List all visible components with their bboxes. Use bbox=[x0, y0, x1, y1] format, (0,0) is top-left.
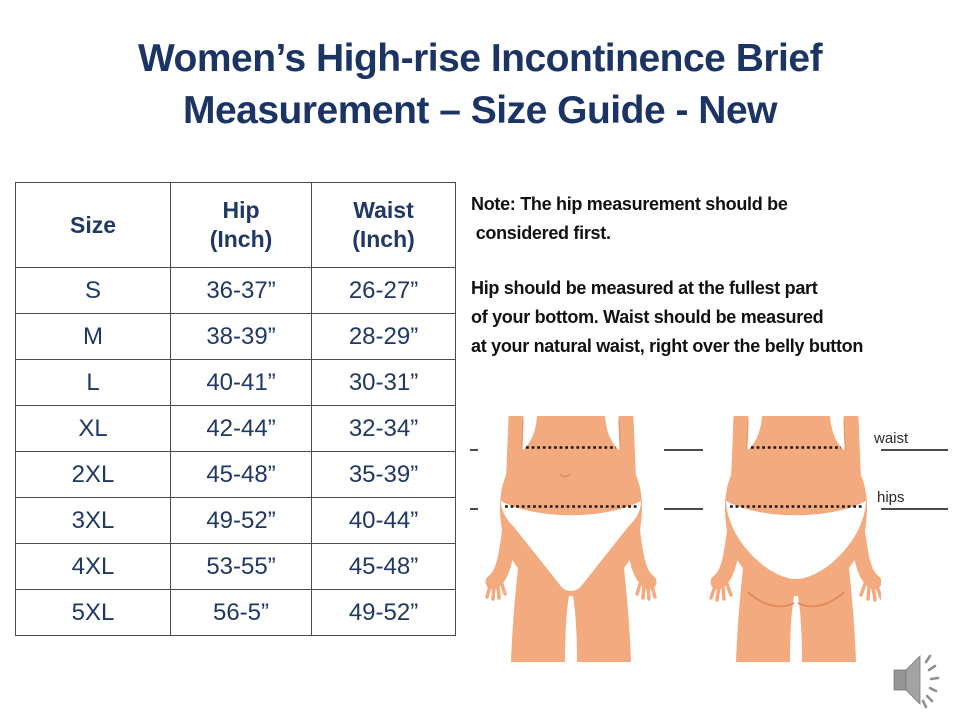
note-paragraph-1: Note: The hip measurement should be cons… bbox=[471, 194, 788, 243]
sound-waves bbox=[921, 654, 940, 709]
table-cell-waist: 40-44” bbox=[312, 498, 456, 544]
right-hand-fingers bbox=[859, 582, 881, 602]
column-header-waist: Waist (Inch) bbox=[312, 183, 456, 268]
table-cell-waist: 26-27” bbox=[312, 268, 456, 314]
brief-back bbox=[726, 501, 866, 579]
table-cell-size: 5XL bbox=[16, 590, 171, 636]
hips-label: hips bbox=[877, 489, 905, 506]
title-line-2: Measurement – Size Guide - New bbox=[182, 89, 778, 132]
belly-button bbox=[559, 473, 571, 478]
back-body-illustration bbox=[703, 416, 881, 662]
table-cell-waist: 32-34” bbox=[312, 406, 456, 452]
table-cell-hip: 36-37” bbox=[171, 268, 312, 314]
table-cell-hip: 45-48” bbox=[171, 452, 312, 498]
size-guide-table: Size Hip (Inch) Waist (Inch) S 36-37” 26… bbox=[15, 182, 456, 636]
table-cell-size: L bbox=[16, 360, 171, 406]
waist-label: waist bbox=[874, 430, 909, 447]
right-buttock-crease bbox=[797, 591, 845, 608]
column-header-size: Size bbox=[16, 183, 171, 268]
title-line-1: Women’s High-rise Incontinence Brief bbox=[137, 37, 823, 80]
left-hand-fingers bbox=[709, 582, 733, 602]
table-cell-waist: 49-52” bbox=[312, 590, 456, 636]
note-paragraph-2: Hip should be measured at the fullest pa… bbox=[471, 278, 864, 356]
page-title: Women’s High-rise Incontinence Brief Mea… bbox=[0, 33, 960, 137]
table-cell-hip: 49-52” bbox=[171, 498, 312, 544]
table-cell-waist: 30-31” bbox=[312, 360, 456, 406]
right-hand-fingers bbox=[635, 582, 657, 601]
table-cell-hip: 38-39” bbox=[171, 314, 312, 360]
measurement-note: Note: The hip measurement should be cons… bbox=[471, 190, 960, 361]
audio-speaker-icon[interactable] bbox=[886, 650, 944, 710]
table-cell-waist: 35-39” bbox=[312, 452, 456, 498]
brief-front bbox=[501, 501, 641, 591]
left-hand-fingers bbox=[485, 582, 507, 601]
table-cell-hip: 56-5” bbox=[171, 590, 312, 636]
table-cell-size: XL bbox=[16, 406, 171, 452]
table-cell-size: M bbox=[16, 314, 171, 360]
table-cell-hip: 40-41” bbox=[171, 360, 312, 406]
table-cell-size: 4XL bbox=[16, 544, 171, 590]
table-cell-hip: 42-44” bbox=[171, 406, 312, 452]
table-cell-size: 2XL bbox=[16, 452, 171, 498]
table-cell-waist: 28-29” bbox=[312, 314, 456, 360]
front-body-illustration bbox=[478, 416, 664, 662]
column-header-hip: Hip (Inch) bbox=[171, 183, 312, 268]
table-cell-waist: 45-48” bbox=[312, 544, 456, 590]
table-cell-size: S bbox=[16, 268, 171, 314]
table-cell-size: 3XL bbox=[16, 498, 171, 544]
left-buttock-crease bbox=[747, 591, 795, 608]
table-cell-hip: 53-55” bbox=[171, 544, 312, 590]
